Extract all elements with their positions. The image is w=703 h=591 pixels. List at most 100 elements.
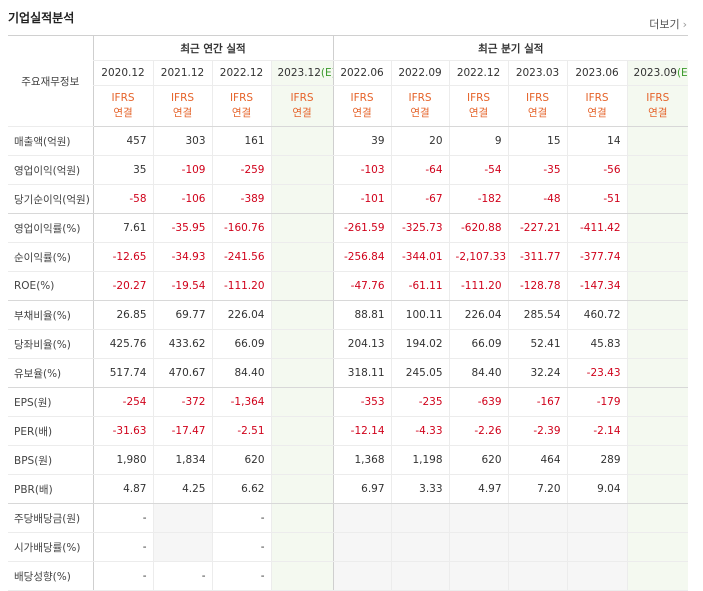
period: 2023.12	[277, 67, 321, 79]
value-cell: 4.87	[92, 474, 153, 504]
row-label: 시가배당률(%)	[8, 532, 93, 562]
period: 2021.12	[160, 67, 205, 79]
value-cell: -241.56	[211, 242, 271, 272]
data-row: 배당성향(%) - - -	[8, 561, 689, 591]
value-cell: 4.97	[448, 474, 509, 504]
basis: IFRS	[466, 92, 491, 104]
value-cell: 6.62	[211, 474, 271, 504]
data-row: 영업이익률(%) 7.61 -35.95 -160.76 -261.59 -325.73-…	[8, 213, 689, 243]
value-cell: 7.61	[92, 213, 153, 243]
consolidation: 연결	[587, 107, 607, 119]
value-cell: -353	[332, 387, 392, 417]
data-row: 당좌비율(%) 425.76 433.62 66.09 204.13 194.02 66.0…	[8, 329, 689, 359]
value-cell: 1,198	[390, 445, 450, 475]
value-cell: -12.14	[332, 416, 392, 446]
value-cell: 204.13	[332, 329, 392, 359]
row-label: 순이익률(%)	[8, 242, 93, 272]
value-cell: -	[211, 532, 271, 562]
empty-cell	[270, 155, 334, 185]
value-cell: 35	[92, 155, 153, 185]
value-cell: -2.14	[566, 416, 628, 446]
empty-cell	[270, 271, 334, 301]
empty-cell	[270, 503, 334, 533]
value-cell: -67	[390, 184, 450, 214]
period-header: 2022.06	[332, 60, 392, 86]
consolidation: 연결	[527, 107, 548, 119]
data-row: EPS(원) -254 -372 -1,364 -353 -235 -639 -167 -179	[8, 387, 689, 417]
value-cell: 194.02	[390, 329, 450, 359]
value-cell: -23.43	[566, 358, 628, 388]
basis: IFRS	[111, 92, 135, 104]
row-label: ROE(%)	[8, 271, 93, 301]
empty-cell	[626, 387, 689, 417]
data-row: ROE(%) -20.27 -19.54 -111.20 -47.76 -61.11 -11…	[8, 271, 689, 301]
empty-cell	[270, 474, 334, 504]
value-cell: 425.76	[92, 329, 153, 359]
value-cell: 433.62	[152, 329, 212, 359]
basis: IFRS	[170, 92, 195, 104]
empty-cell	[270, 561, 334, 591]
period: 2022.12	[219, 67, 264, 79]
value-cell: -34.93	[152, 242, 212, 272]
value-cell: -19.54	[152, 271, 212, 301]
period: 2023.03	[515, 67, 560, 79]
value-cell: -	[92, 561, 153, 591]
value-cell: -2.39	[507, 416, 568, 446]
value-cell: -20.27	[92, 271, 153, 301]
basis-header: IFRS 연결	[390, 85, 450, 127]
empty-cell	[270, 300, 334, 330]
empty-cell	[566, 532, 628, 562]
value-cell: -56	[566, 155, 628, 185]
row-label: 매출액(억원)	[8, 126, 93, 156]
value-cell: 1,834	[152, 445, 212, 475]
period-header: 2023.09(E)	[626, 60, 689, 86]
value-cell: -167	[507, 387, 568, 417]
period: 2022.12	[456, 67, 501, 79]
empty-cell	[390, 561, 450, 591]
value-cell: -389	[211, 184, 271, 214]
basis-header: IFRS 연결	[152, 85, 212, 127]
empty-cell	[270, 358, 334, 388]
value-cell: -12.65	[92, 242, 153, 272]
value-cell: -128.78	[507, 271, 568, 301]
value-cell: 517.74	[92, 358, 153, 388]
period: 2023.06	[575, 67, 619, 79]
value-cell: 39	[332, 126, 392, 156]
period-header: 2022.09	[390, 60, 450, 86]
value-cell: 318.11	[332, 358, 392, 388]
value-cell: -344.01	[390, 242, 450, 272]
value-cell: 69.77	[152, 300, 212, 330]
row-label: 영업이익(억원)	[8, 155, 93, 185]
value-cell: -2,107.33	[448, 242, 509, 272]
data-row: 유보율(%) 517.74 470.67 84.40 318.11 245.05 84.40…	[8, 358, 689, 388]
value-cell: 460.72	[566, 300, 628, 330]
value-cell: -101	[332, 184, 392, 214]
value-cell: 15	[507, 126, 568, 156]
consolidation: 연결	[172, 107, 193, 119]
estimate-mark: (E)	[320, 67, 333, 79]
value-cell: -259	[211, 155, 271, 185]
period-header: 2020.12	[92, 60, 153, 86]
header-row: 주요재무정보 최근 연간 실적 최근 분기 실적	[8, 35, 689, 127]
value-cell: 226.04	[211, 300, 271, 330]
value-cell: 470.67	[152, 358, 212, 388]
data-row: 주당배당금(원) - -	[8, 503, 689, 533]
empty-cell	[626, 155, 689, 185]
empty-cell	[390, 503, 450, 533]
value-cell: -103	[332, 155, 392, 185]
basis: IFRS	[646, 92, 670, 104]
consolidation: 연결	[410, 107, 430, 119]
more-link[interactable]: 더보기	[649, 16, 687, 32]
period: 2020.12	[101, 67, 145, 79]
value-cell: 84.40	[211, 358, 271, 388]
value-cell: -17.47	[152, 416, 212, 446]
value-cell: -254	[92, 387, 153, 417]
value-cell: -	[211, 561, 271, 591]
empty-cell	[332, 503, 392, 533]
value-cell: -325.73	[390, 213, 450, 243]
value-cell: 14	[566, 126, 628, 156]
basis: IFRS	[585, 92, 609, 104]
data-row: 당기순이익(억원) -58 -106 -389 -101 -67 -182 -48 -51	[8, 184, 689, 214]
value-cell: -51	[566, 184, 628, 214]
consolidation: 연결	[468, 107, 489, 119]
